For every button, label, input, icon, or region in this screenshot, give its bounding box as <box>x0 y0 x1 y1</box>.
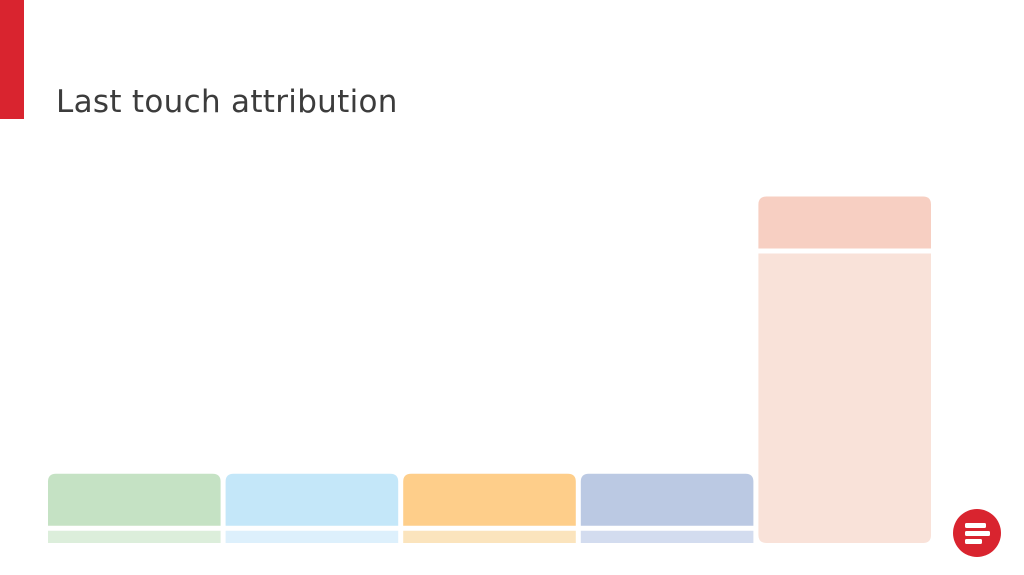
bar-head <box>580 473 754 526</box>
bar <box>758 196 931 543</box>
bar-body <box>225 530 399 543</box>
bar-head <box>225 473 399 526</box>
bar-body <box>758 253 931 543</box>
bar <box>48 473 221 543</box>
accent-bar <box>0 0 24 119</box>
bar-head <box>758 196 931 249</box>
bar-head <box>403 473 576 526</box>
bar <box>580 473 754 543</box>
bar-body <box>403 530 576 543</box>
bar <box>403 473 576 543</box>
slide-title: Last touch attribution <box>56 84 398 120</box>
bar-head <box>48 473 221 526</box>
bar-body <box>580 530 754 543</box>
bar <box>225 473 399 543</box>
brand-logo-icon <box>953 509 1001 557</box>
bar-body <box>48 530 221 543</box>
